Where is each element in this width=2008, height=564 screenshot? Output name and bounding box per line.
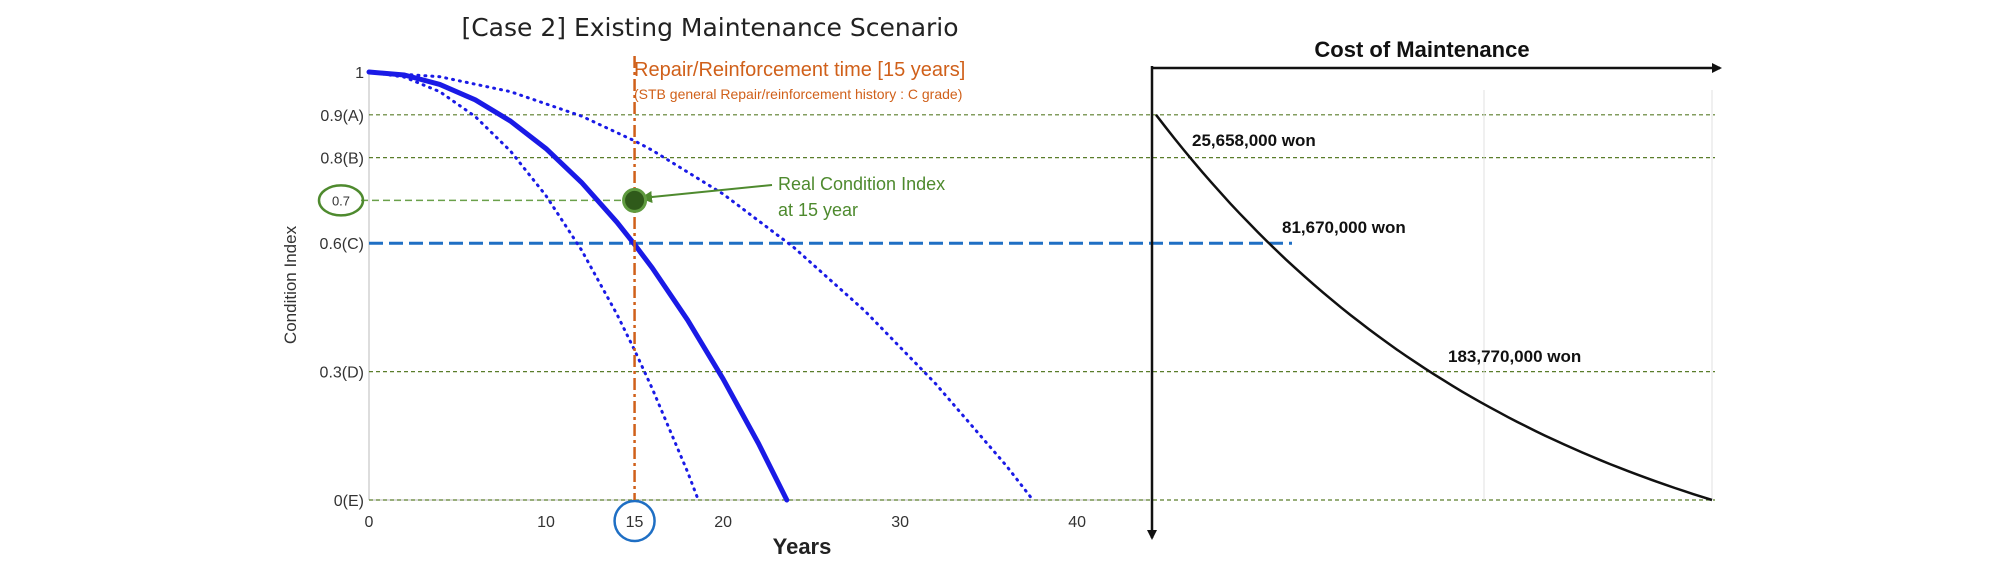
annotation-arrow (640, 184, 773, 203)
y-tick-label: 0.6(C) (320, 236, 364, 253)
x-tick-label: 40 (1068, 514, 1086, 531)
annotation-line-1: Real Condition Index (778, 174, 945, 194)
x-tick-label: 20 (714, 514, 732, 531)
x-tick-label: 15 (626, 514, 644, 531)
bound-condition-curve (367, 70, 1035, 502)
y-tick-label: 0(E) (334, 493, 364, 510)
y-tick-label: 0.8(B) (320, 151, 364, 168)
y-tick-label: 0.7 (332, 193, 350, 208)
x-tick-labels: 0 10 15 20 30 40 (365, 499, 1086, 543)
x-tick-label: 30 (891, 514, 909, 531)
x-axis-label: Years (773, 534, 832, 559)
cost-label: 183,770,000 won (1448, 347, 1581, 366)
annotation-line-2: at 15 year (778, 200, 858, 220)
condition-curves (366, 69, 1035, 503)
repair-year-circle (613, 499, 656, 543)
real-point-marker (622, 187, 648, 213)
x-tick-label: 10 (537, 514, 555, 531)
y-tick-labels: 1 0.9(A) 0.8(B) 0.7 0.6(C) 0.3(D) 0(E) (317, 65, 365, 510)
chart-title: [Case 2] Existing Maintenance Scenario (461, 13, 958, 42)
repair-label: Repair/Reinforcement time [15 years] (634, 59, 965, 81)
cost-curve (1155, 114, 1713, 502)
x-tick-label: 0 (365, 514, 374, 531)
cost-title: Cost of Maintenance (1314, 37, 1529, 62)
plot-frame (368, 72, 1148, 501)
cost-label: 81,670,000 won (1282, 218, 1406, 237)
repair-sublabel: (STB general Repair/reinforcement histor… (634, 86, 962, 102)
y-tick-label: 0.3(D) (320, 365, 364, 382)
real-condition-point (622, 184, 773, 213)
cost-panel: 25,658,000 won 81,670,000 won 183,770,000 … (1147, 63, 1722, 540)
y-tick-label: 1 (355, 65, 364, 82)
cost-label: 25,658,000 won (1192, 131, 1316, 150)
mean-condition-curve (366, 69, 790, 503)
real-index-circle (317, 184, 365, 217)
grade-gridlines (361, 90, 1715, 501)
y-tick-label: 0.9(A) (320, 108, 364, 125)
y-axis-label: Condition Index (281, 225, 300, 344)
